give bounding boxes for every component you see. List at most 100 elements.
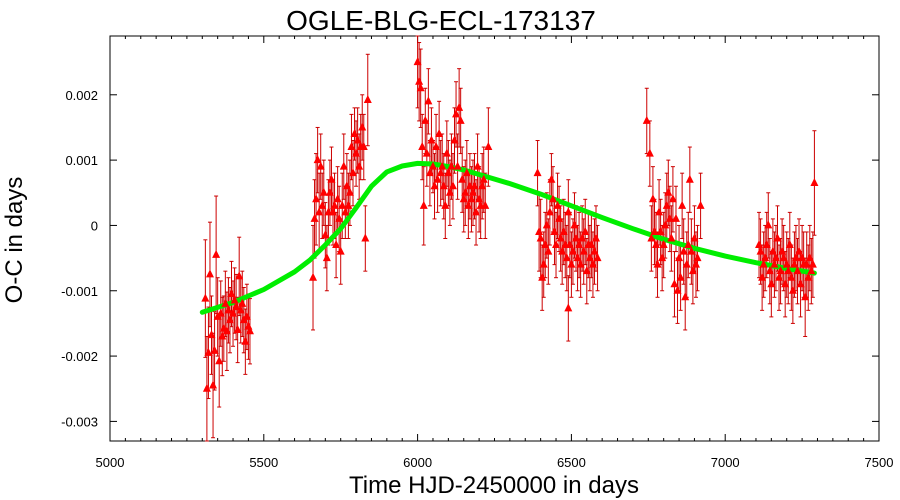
data-point [562,253,571,262]
data-point [224,305,233,314]
data-point [216,308,225,317]
data-point [690,233,699,242]
data-point [651,240,660,249]
data-point [693,253,702,262]
data-point [788,285,797,294]
data-point [312,194,321,203]
data-point [425,168,434,177]
data-point [579,246,588,255]
data-point [673,285,682,294]
data-point [448,181,457,190]
data-point [341,207,350,216]
data-point [347,142,356,151]
data-point [433,174,442,183]
data-point [419,200,428,209]
data-point [435,128,444,137]
data-point [758,272,767,281]
data-point [353,135,362,144]
data-point [568,246,577,255]
data-point [556,233,565,242]
data-point [687,246,696,255]
data-point [762,240,771,249]
data-point [245,326,254,335]
data-point [241,336,250,345]
data-point [422,148,431,157]
data-point [648,194,657,203]
data-point [318,200,327,209]
data-point [430,181,439,190]
data-point [533,168,542,177]
data-point [590,246,599,255]
chart-title: OGLE-BLG-ECL-173137 [286,5,596,36]
data-point [222,326,231,335]
data-point [313,155,322,164]
data-point [327,174,336,183]
data-point [235,271,244,280]
data-point [221,298,230,307]
data-point [535,226,544,235]
data-point [684,240,693,249]
data-point [232,302,241,311]
data-point [424,96,433,105]
data-point [768,246,777,255]
data-point [653,259,662,268]
data-point [785,240,794,249]
data-point [355,161,364,170]
data-point [345,187,354,196]
data-point [761,253,770,262]
data-point [645,148,654,157]
data-point [453,161,462,170]
data-point [352,148,361,157]
data-point [759,259,768,268]
data-point [675,253,684,262]
data-point [775,272,784,281]
x-tick-label: 5500 [249,455,278,470]
data-point [558,246,567,255]
data-point [215,356,224,365]
data-point [559,226,568,235]
data-point [475,194,484,203]
data-point [319,187,328,196]
data-point [536,233,545,242]
data-point [804,272,813,281]
data-point [438,161,447,170]
data-point [592,233,601,242]
data-point [685,174,694,183]
data-point [539,259,548,268]
data-point [642,115,651,124]
data-point [450,135,459,144]
axis-ticks: 5000 5500 6000 6500 7000 7500 -0.003 -0.002 -0.0… [61,36,893,470]
data-point [776,266,785,275]
data-point [810,177,819,186]
data-point [650,226,659,235]
data-point [432,142,441,151]
data-point [545,207,554,216]
data-point [467,194,476,203]
data-point [765,266,774,275]
data-point [342,181,351,190]
data-point [790,259,799,268]
data-point [336,246,345,255]
data-point [335,213,344,222]
data-point [427,135,436,144]
data-point [421,115,430,124]
x-tick-label: 7000 [711,455,740,470]
data-point [585,253,594,262]
data-point [756,246,765,255]
data-point [447,161,456,170]
data-point [553,200,562,209]
y-tick-label: 0.002 [65,88,98,103]
data-point [338,200,347,209]
data-point [778,246,787,255]
data-point [444,168,453,177]
data-point [770,259,779,268]
data-point [339,161,348,170]
data-point [205,269,214,278]
data-point [784,266,793,275]
data-point [456,115,465,124]
data-point [329,207,338,216]
data-point [807,266,816,275]
x-tick-label: 5000 [96,455,125,470]
data-point [204,347,213,356]
